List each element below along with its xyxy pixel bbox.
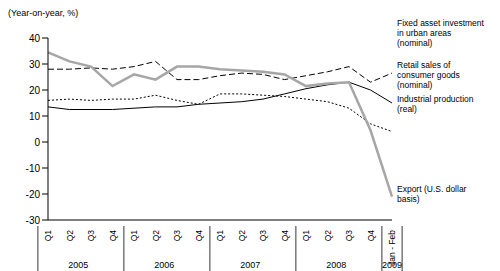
- svg-text:2005: 2005: [68, 260, 88, 270]
- svg-text:-20: -20: [26, 189, 41, 200]
- svg-text:Q4: Q4: [194, 230, 204, 242]
- svg-text:40: 40: [29, 33, 41, 44]
- html-text:(nominal): (nominal): [397, 80, 433, 90]
- html-text:Industrial production: Industrial production: [397, 94, 474, 104]
- svg-text:0: 0: [34, 137, 40, 148]
- svg-text:Q3: Q3: [344, 230, 354, 242]
- svg-text:Q2: Q2: [151, 230, 161, 242]
- svg-text:Q2: Q2: [323, 230, 333, 242]
- svg-text:Q3: Q3: [258, 230, 268, 242]
- html-text:Fixed asset investment: Fixed asset investment: [397, 18, 484, 28]
- svg-text:Q3: Q3: [172, 230, 182, 242]
- html-text:Retail sales of: Retail sales of: [397, 60, 451, 70]
- svg-text:2006: 2006: [154, 260, 174, 270]
- html-text:consumer goods: consumer goods: [397, 70, 460, 80]
- svg-text:-30: -30: [26, 215, 41, 226]
- svg-text:Q4: Q4: [366, 230, 376, 242]
- html-text:(Year-on-year, %): (Year-on-year, %): [8, 8, 79, 18]
- html-text:(real): (real): [397, 104, 417, 114]
- svg-text:Q1: Q1: [129, 230, 139, 242]
- svg-text:Q1: Q1: [215, 230, 225, 242]
- svg-text:Q1: Q1: [43, 230, 53, 242]
- svg-text:Q2: Q2: [65, 230, 75, 242]
- html-text:(nominal): (nominal): [397, 38, 433, 48]
- svg-text:Q3: Q3: [86, 230, 96, 242]
- svg-text:Jan - Feb: Jan - Feb: [387, 230, 397, 266]
- svg-text:2008: 2008: [326, 260, 346, 270]
- html-text:in urban areas: in urban areas: [397, 28, 452, 38]
- svg-text:10: 10: [29, 111, 41, 122]
- svg-text:20: 20: [29, 85, 41, 96]
- html-text:Export (U.S. dollar: Export (U.S. dollar: [397, 184, 467, 194]
- svg-text:2009: 2009: [382, 260, 402, 270]
- svg-text:-10: -10: [26, 163, 41, 174]
- svg-text:Q2: Q2: [237, 230, 247, 242]
- svg-text:Q4: Q4: [280, 230, 290, 242]
- svg-text:30: 30: [29, 59, 41, 70]
- html-text:basis): basis): [397, 194, 420, 204]
- svg-text:Q4: Q4: [108, 230, 118, 242]
- svg-text:Q1: Q1: [301, 230, 311, 242]
- svg-text:2007: 2007: [240, 260, 260, 270]
